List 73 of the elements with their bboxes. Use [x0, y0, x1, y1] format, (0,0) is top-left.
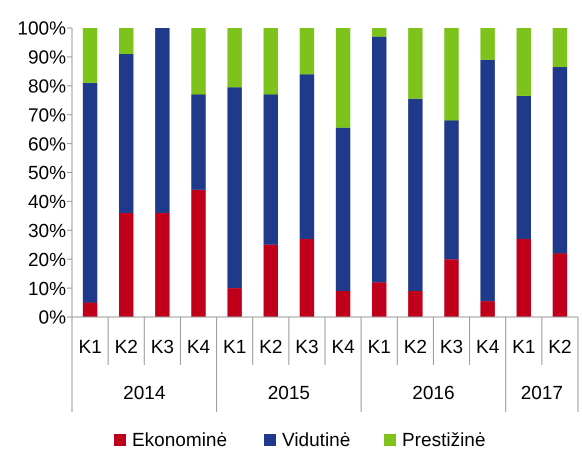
- x-tick-label: K2: [114, 337, 138, 358]
- bar: [372, 28, 386, 37]
- bar: [444, 28, 459, 120]
- y-tick-label: 60%: [28, 134, 66, 156]
- x-tick-label: K3: [295, 337, 319, 358]
- bar: [264, 244, 278, 317]
- bar: [408, 290, 423, 317]
- bar: [336, 28, 350, 128]
- y-tick-label: 10%: [28, 278, 66, 300]
- bar: [444, 120, 459, 260]
- bar: [480, 60, 495, 302]
- bar: [118, 212, 134, 317]
- x-tick-label: K1: [368, 337, 391, 358]
- x-tick-label: K2: [404, 337, 427, 358]
- bar: [191, 28, 206, 94]
- text: 2014: [123, 383, 166, 404]
- text: 2017: [520, 383, 563, 404]
- text: 2015: [268, 383, 310, 404]
- y-tick-label: 70%: [28, 105, 66, 126]
- text: 2016: [412, 383, 455, 404]
- legend-label: Ekonominė: [132, 430, 228, 451]
- bar: [155, 28, 170, 213]
- bar: [82, 28, 98, 83]
- bar: [191, 94, 206, 190]
- x-tick-label: K2: [548, 337, 572, 358]
- bar: [118, 28, 134, 54]
- bar: [372, 282, 386, 317]
- bar: [82, 82, 98, 303]
- x-tick-label: K3: [150, 337, 174, 358]
- bar: [480, 301, 495, 317]
- y-tick-label: 30%: [28, 220, 66, 242]
- bar: [516, 238, 532, 317]
- x-tick-label: K4: [186, 337, 211, 358]
- bar: [155, 212, 170, 317]
- y-tick-label: 100%: [17, 18, 66, 40]
- bar: [336, 128, 350, 291]
- y-tick-label: 40%: [28, 192, 66, 214]
- x-tick-label: K4: [331, 337, 356, 358]
- y-tick-label: 0%: [38, 308, 66, 329]
- x-tick-label: K2: [259, 337, 282, 358]
- bar: [82, 302, 98, 317]
- bar: [264, 94, 278, 245]
- bar: [480, 28, 495, 60]
- bar: [300, 238, 314, 317]
- x-tick-label: K1: [512, 337, 536, 358]
- bar: [227, 28, 242, 88]
- bar: [300, 74, 314, 239]
- bar: [300, 28, 314, 74]
- y-tick-label: 80%: [28, 76, 66, 98]
- bar: [552, 253, 568, 317]
- bar: [408, 28, 423, 99]
- x-tick-label: K1: [223, 337, 246, 358]
- x-tick-label: K3: [440, 337, 464, 358]
- bar: [191, 190, 206, 317]
- bar: [227, 87, 242, 288]
- y-tick-label: 50%: [28, 163, 66, 184]
- bar: [444, 259, 459, 317]
- bar: [516, 96, 532, 239]
- bar: [264, 28, 278, 94]
- legend-label: Prestižinė: [402, 430, 486, 451]
- bar: [552, 28, 568, 68]
- legend-label: Vidutinė: [282, 430, 350, 451]
- bar: [516, 28, 532, 96]
- bar: [372, 36, 386, 282]
- y-tick-label: 90%: [28, 48, 66, 69]
- x-tick-label: K4: [476, 337, 500, 358]
- bar: [227, 288, 242, 317]
- x-tick-label: K1: [78, 337, 102, 358]
- bar: [552, 67, 568, 254]
- bar: [118, 54, 134, 213]
- bar: [408, 98, 423, 291]
- bar: [336, 290, 350, 317]
- y-tick-label: 20%: [28, 250, 66, 271]
